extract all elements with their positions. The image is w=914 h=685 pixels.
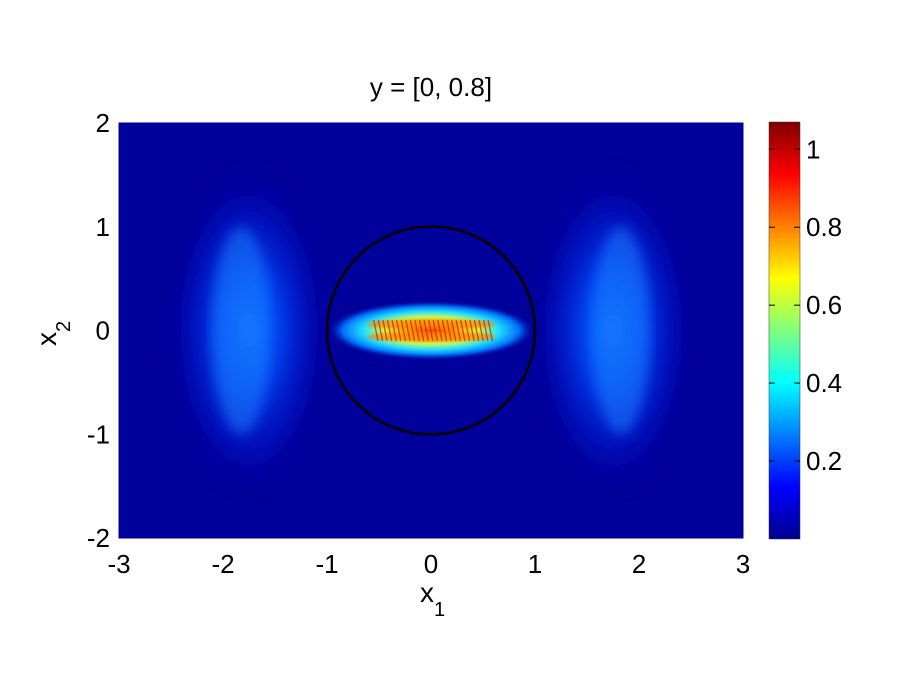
lobe-core [211, 226, 271, 435]
x-tick-label: -1 [315, 549, 338, 579]
x-tick-label: -3 [107, 549, 130, 579]
central-band-fringe [391, 319, 397, 342]
central-band-fringe [455, 319, 462, 342]
unit-circle-overlay [325, 225, 537, 436]
y-tick-label: 2 [96, 108, 110, 138]
central-band-fringe [418, 319, 425, 342]
x-axis-label-subscript: 1 [434, 599, 445, 621]
central-band-fringe [460, 319, 466, 342]
x-tick-labels: -3 -2 -1 0 1 2 3 [107, 549, 750, 579]
central-band-fringe [482, 319, 489, 342]
heatmap-lobe [165, 164, 333, 497]
x-tick-label: 1 [528, 549, 542, 579]
colorbar-gradient [769, 122, 800, 539]
y-tick-label: -1 [87, 419, 110, 449]
y-axis-label-main: x [31, 332, 62, 346]
y-tick-labels: -2 -1 0 1 2 [87, 108, 110, 553]
central-band-fringe [414, 319, 420, 342]
central-band-fringe [423, 319, 429, 342]
y-axis-label: x2 [31, 321, 75, 346]
central-band-fringe [473, 319, 480, 342]
plot-frame [118, 122, 744, 539]
central-band-fringe [409, 319, 416, 342]
x-tick-label: 0 [424, 549, 438, 579]
central-band-fringe [487, 319, 494, 342]
central-band-fringe [464, 319, 471, 342]
plot-area [118, 122, 744, 539]
x-axis-label: x1 [420, 577, 445, 621]
x-axis-label-main: x [420, 577, 434, 608]
central-band-fringe [395, 319, 402, 342]
central-band-fringe [450, 319, 457, 342]
central-band-fringe [446, 319, 452, 342]
x-tick-label: 2 [632, 549, 646, 579]
central-band-fringe [478, 319, 484, 342]
central-band-fringe [441, 319, 448, 342]
central-band-fringe [469, 319, 475, 342]
y-tick-label: 0 [96, 316, 110, 346]
colorbar-tick-label: 0.2 [806, 446, 842, 476]
heatmap-lobe [529, 164, 697, 497]
x-tick-label: -2 [211, 549, 234, 579]
central-band-fringe [386, 319, 393, 342]
central-band-fringe [377, 319, 384, 342]
central-band-fringe [405, 319, 411, 342]
y-tick-label: -2 [87, 523, 110, 553]
x-tick-label: 3 [736, 549, 750, 579]
central-band-stripe [366, 319, 496, 330]
colorbar-tick-label: 0.4 [806, 368, 842, 398]
central-band-fringe [373, 319, 379, 342]
colorbar-tick-label: 1 [806, 134, 820, 164]
central-band-fringe [400, 319, 407, 342]
y-tick-label: 1 [96, 212, 110, 242]
colorbar-tick-labels: 0.2 0.4 0.6 0.8 1 [769, 134, 842, 476]
y-axis-label-subscript: 2 [53, 321, 75, 332]
lobe-core [591, 226, 651, 435]
colorbar: 0.2 0.4 0.6 0.8 1 [768, 121, 842, 540]
central-band [327, 301, 535, 360]
central-band-fringe [428, 319, 434, 342]
colorbar-frame [768, 121, 801, 540]
central-band-fringe [432, 319, 439, 342]
chart-title: y = [0, 0.8] [370, 72, 492, 102]
heatmap-field [165, 164, 697, 497]
colorbar-tick-label: 0.6 [806, 290, 842, 320]
central-band-fringe [382, 319, 388, 342]
central-band-fringe [437, 319, 443, 342]
colorbar-tick-label: 0.8 [806, 212, 842, 242]
